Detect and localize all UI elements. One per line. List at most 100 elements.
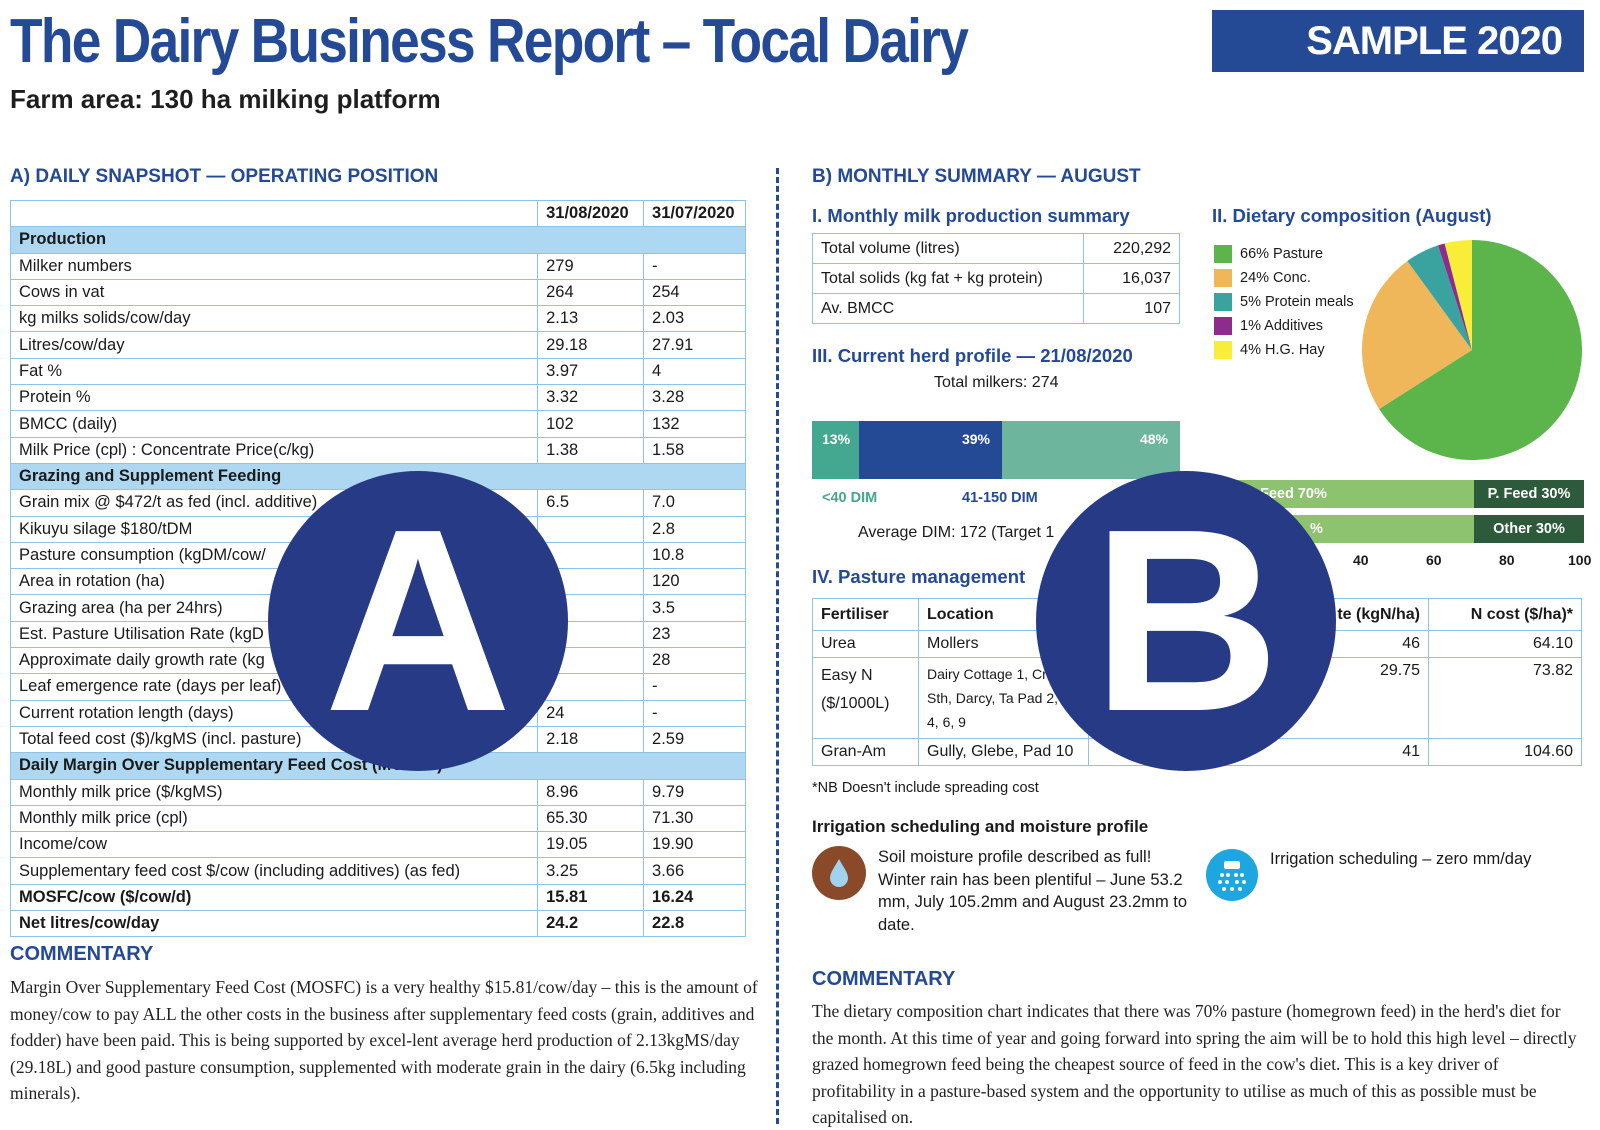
commentary-a-text: Margin Over Supplementary Feed Cost (MOS… <box>10 977 758 1103</box>
legend-label: 66% Pasture <box>1240 246 1324 262</box>
average-dim: Average DIM: 172 (Target 1 <box>858 524 1055 541</box>
legend-item: 5% Protein meals <box>1214 293 1354 311</box>
summary-label: Total volume (litres) <box>812 233 1084 264</box>
value-aug: 6.5 <box>537 489 645 517</box>
legend-label: 5% Protein meals <box>1240 294 1354 310</box>
value-aug: 29.18 <box>537 331 645 359</box>
row-label: Milk Price (cpl) : Concentrate Price(c/k… <box>9 436 539 464</box>
value-jul: 22.8 <box>643 910 746 938</box>
table-row: Milker numbers 279- <box>9 252 746 280</box>
section-b-heading: B) MONTHLY SUMMARY — AUGUST <box>812 166 1141 187</box>
dim-label-early: <40 DIM <box>822 490 878 506</box>
legend-swatch <box>1214 341 1232 359</box>
value-jul: - <box>643 252 746 280</box>
pie-slice-additives <box>1438 243 1472 350</box>
sprinkler-icon <box>1206 849 1258 901</box>
pie-slice-protein-meals <box>1407 245 1472 350</box>
value-jul: - <box>643 699 746 727</box>
commentary-b-heading: COMMENTARY <box>812 968 956 990</box>
commentary-b-text: The dietary composition chart indicates … <box>812 1001 1577 1127</box>
fert-name: Gran-Am <box>812 738 919 766</box>
fert-name: Urea <box>812 630 919 658</box>
sample-badge: SAMPLE 2020 <box>1212 10 1584 72</box>
row-label: Cows in vat <box>9 278 539 307</box>
section-label: Production <box>10 226 746 254</box>
row-label: Net litres/cow/day <box>9 910 539 938</box>
row-label: kg milks solids/cow/day <box>9 305 539 333</box>
table-row: Av. BMCC 107 <box>812 293 1180 324</box>
table-row: Monthly milk price ($/kgMS) 8.96 9.79 <box>9 778 746 806</box>
value-aug: 279 <box>537 252 645 280</box>
legend-item: 24% Conc. <box>1214 269 1311 287</box>
table-row: Total solids (kg fat + kg protein) 16,037 <box>812 263 1180 294</box>
row-label: BMCC (daily) <box>9 410 539 438</box>
value-jul: 28 <box>643 647 746 675</box>
overlay-circle-a: A <box>268 471 568 771</box>
fert-cost: 73.82 <box>1428 657 1582 739</box>
column-divider <box>776 168 779 1124</box>
feed-bar-purchased: P. Feed 30% <box>1474 480 1584 508</box>
summary-label: Total solids (kg fat + kg protein) <box>812 263 1084 294</box>
row-label: MOSFC/cow ($/cow/d) <box>9 883 539 912</box>
value-jul: 19.90 <box>643 831 746 859</box>
report-title: The Dairy Business Report – Tocal Dairy <box>10 7 969 76</box>
value-aug: 3.25 <box>537 857 645 885</box>
value-jul: 9.79 <box>643 778 746 806</box>
value-jul: 71.30 <box>643 804 746 833</box>
value-aug: 2.18 <box>537 725 645 754</box>
value-aug: 3.97 <box>537 357 645 386</box>
section-a-heading: A) DAILY SNAPSHOT — OPERATING POSITION <box>10 166 439 187</box>
row-label: Monthly milk price ($/kgMS) <box>9 778 539 806</box>
dim-label-mid: 41-150 DIM <box>962 490 1038 506</box>
pasture-heading: IV. Pasture management <box>812 566 1026 587</box>
legend-item: 1% Additives <box>1214 317 1323 335</box>
irrigation-schedule-text: Irrigation scheduling – zero mm/day <box>1270 850 1532 868</box>
value-jul: 1.58 <box>643 436 746 464</box>
legend-swatch <box>1214 317 1232 335</box>
row-label: Fat % <box>9 357 539 386</box>
diet-heading: II. Dietary composition (August) <box>1212 205 1492 226</box>
row-label: Monthly milk price (cpl) <box>9 804 539 833</box>
value-jul: 23 <box>643 620 746 649</box>
row-label: Litres/cow/day <box>9 331 539 359</box>
axis-tick: 60 <box>1426 552 1442 568</box>
table-row: Net litres/cow/day 24.2 22.8 <box>9 910 746 938</box>
value-jul: 3.66 <box>643 857 746 885</box>
herd-segment-late: 48% <box>1002 421 1180 479</box>
axis-tick: 100 <box>1568 552 1592 568</box>
header-cost: N cost ($/ha)* <box>1428 598 1582 631</box>
legend-swatch <box>1214 245 1232 263</box>
diet-pie-chart <box>1362 240 1582 460</box>
value-jul: 2.8 <box>643 515 746 543</box>
milk-summary-table: Total volume (litres) 220,292 Total solid… <box>812 233 1180 324</box>
overlay-circle-b: B <box>1036 471 1336 771</box>
value-aug: 65.30 <box>537 804 645 833</box>
table-row: Monthly milk price (cpl) 65.30 71.30 <box>9 804 746 833</box>
pie-slice-pasture <box>1379 240 1582 460</box>
fert-name: Easy N ($/1000L) <box>812 657 919 739</box>
table-row: kg milks solids/cow/day 2.13 2.03 <box>9 305 746 333</box>
table-row: Fat % 3.97 4 <box>9 357 746 386</box>
soil-moisture-text: Soil moisture profile described as full!… <box>878 848 1188 934</box>
summary-value: 220,292 <box>1083 233 1180 264</box>
row-label: Milker numbers <box>9 252 539 280</box>
value-jul: 10.8 <box>643 541 746 570</box>
section-row: Production <box>10 226 746 254</box>
fert-cost: 64.10 <box>1428 630 1582 658</box>
header-fertiliser: Fertiliser <box>812 598 919 631</box>
table-row: Milk Price (cpl) : Concentrate Price(c/k… <box>9 436 746 464</box>
table-row: Litres/cow/day 29.18 27.91 <box>9 331 746 359</box>
value-aug: 3.32 <box>537 384 645 412</box>
value-jul: 7.0 <box>643 489 746 517</box>
spreading-note: *NB Doesn't include spreading cost <box>812 780 1039 796</box>
pie-slice-conc <box>1362 261 1472 409</box>
pie-slice-h-g-hay <box>1444 240 1472 350</box>
value-aug: 19.05 <box>537 831 645 859</box>
value-jul: 132 <box>643 410 746 438</box>
value-aug: 15.81 <box>537 883 645 912</box>
feed-bar-other: Other 30% <box>1474 515 1584 543</box>
column-header: 31/08/2020 <box>537 199 645 228</box>
row-label: Supplementary feed cost $/cow (including… <box>9 857 539 885</box>
fert-location: Gully, Glebe, Pad 10 <box>918 738 1089 766</box>
value-jul: - <box>643 673 746 701</box>
